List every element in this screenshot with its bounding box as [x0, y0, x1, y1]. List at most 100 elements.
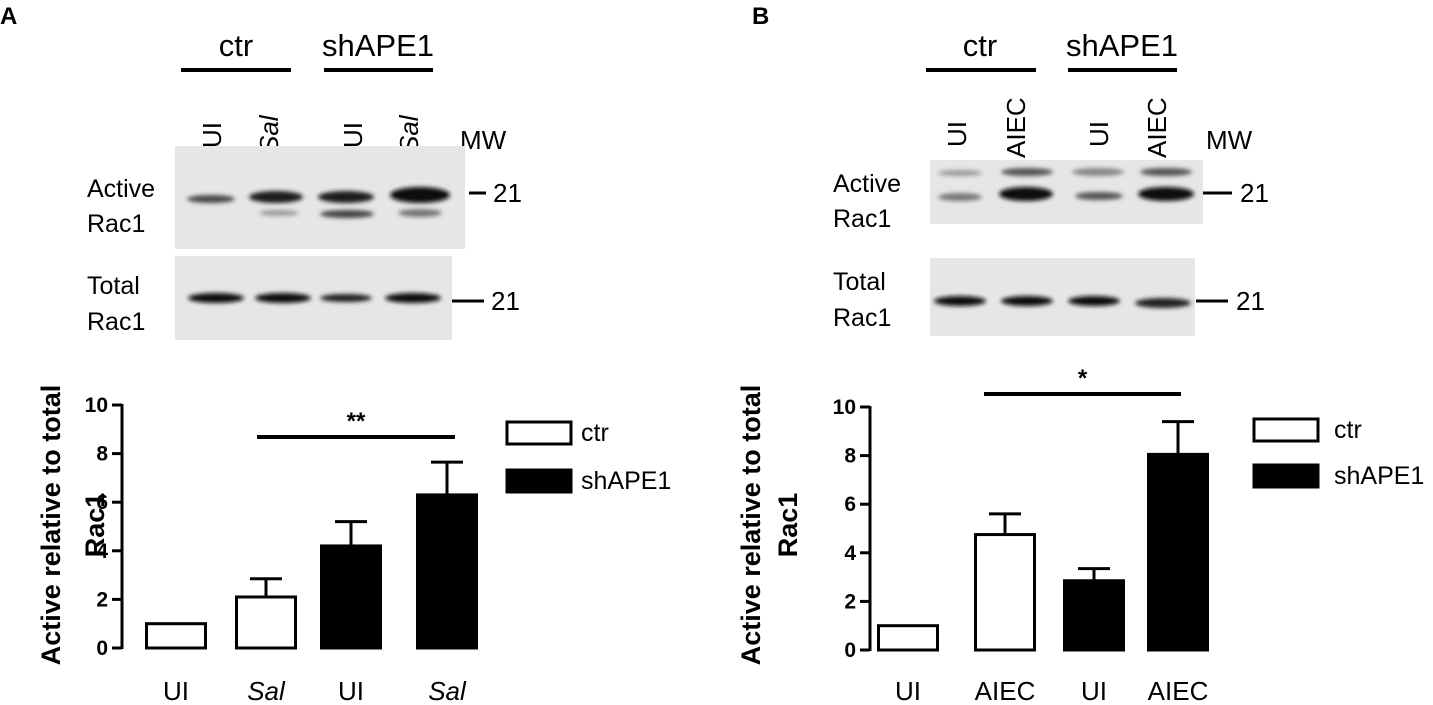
chart-a-y-label-2: Rac1 — [80, 493, 110, 558]
chart-b-x-label-2: AIEC — [975, 676, 1036, 705]
chart-b-y-label-1: Active relative to total — [736, 385, 766, 666]
panel-b-active-band-8 — [1138, 187, 1194, 201]
chart-b-legend-swatch-2 — [1252, 463, 1320, 489]
panel-a-letter: A — [0, 3, 17, 30]
chart-b-bar-1 — [877, 624, 939, 652]
panel-b-group-ctr: ctr — [963, 28, 997, 63]
panel-b-active-band-4 — [1140, 168, 1192, 176]
panel-a-lane-1: UI — [197, 122, 227, 148]
chart-a-legend-swatch-1 — [505, 420, 573, 446]
panel-b-letter: B — [752, 3, 769, 30]
panel-a-active-band-4 — [390, 187, 450, 203]
panel-a-total-label-1: Total — [87, 272, 140, 300]
panel-a-total-band-4 — [385, 293, 441, 303]
chart-a-bar-4 — [416, 493, 478, 650]
chart-a-legend-swatch-2 — [505, 468, 573, 494]
panel-a-mw-header: MW — [460, 125, 507, 155]
panel-a: A ctr shAPE1 UI Sal UI Sal MW Active Rac… — [0, 3, 522, 340]
panel-b-total-bands — [934, 296, 1191, 308]
chart-b-bar-4 — [1147, 452, 1209, 652]
panel-b-lane-2: AIEC — [1001, 97, 1031, 158]
panel-b-total-label-2: Rac1 — [833, 304, 891, 332]
chart-a-y-tick-label-0: 0 — [96, 637, 108, 660]
chart-b-legend-label-2: shAPE1 — [1334, 462, 1424, 490]
chart-b-y-tick-label-2: 4 — [844, 542, 856, 565]
chart-b-legend-label-1: ctr — [1334, 416, 1362, 444]
chart-b-legend-swatch-1 — [1252, 417, 1320, 443]
chart-b-bar-2 — [974, 533, 1036, 652]
panel-a-total-band-3 — [320, 294, 372, 302]
chart-a: 0 2 4 6 8 10 Active relative to total Rac1 UI Sal… — [36, 385, 671, 705]
chart-b-y-tick-label-3: 6 — [844, 493, 856, 516]
chart-a-y-tick-label-5: 10 — [85, 394, 108, 417]
chart-a-significance-label: ** — [347, 408, 366, 435]
panel-a-active-band-2 — [249, 191, 303, 203]
chart-b-bar-3 — [1063, 579, 1125, 652]
panel-a-mw-active: 21 — [493, 178, 522, 208]
panel-a-total-label-2: Rac1 — [87, 308, 145, 336]
panel-b-active-label-1: Active — [833, 170, 901, 198]
panel-b-group-shape1: shAPE1 — [1066, 28, 1178, 63]
panel-a-active-band-1 — [187, 195, 235, 203]
panel-a-active-label-1: Active — [87, 175, 155, 203]
panel-b: B ctr shAPE1 UI AIEC UI AIEC MW Active R… — [752, 3, 1269, 336]
panel-a-active-band-6 — [320, 210, 374, 218]
chart-a-bar-2 — [235, 595, 297, 650]
chart-b-y-label-2: Rac1 — [773, 493, 803, 558]
chart-b-y-tick-label-1: 2 — [844, 590, 856, 613]
panel-b-active-band-5 — [938, 193, 982, 201]
panel-b-active-band-2 — [1001, 168, 1053, 176]
chart-b-significance-label: * — [1078, 365, 1088, 392]
panel-b-active-bands — [938, 168, 1194, 201]
chart-a-legend-label-2: shAPE1 — [581, 467, 671, 495]
panel-b-mw-total: 21 — [1236, 286, 1265, 316]
chart-a-x-label-3: UI — [338, 676, 364, 705]
chart-a-x-label-2: Sal — [247, 676, 286, 705]
panel-a-active-bands — [187, 187, 450, 218]
chart-a-y-label-1: Active relative to total — [36, 385, 66, 666]
panel-b-total-band-4 — [1135, 298, 1191, 308]
panel-b-total-band-3 — [1068, 296, 1120, 306]
chart-a-x-label-4: Sal — [428, 676, 467, 705]
panel-a-total-band-1 — [188, 293, 244, 303]
panel-b-total-band-2 — [1001, 296, 1053, 306]
panel-b-lane-4: AIEC — [1142, 97, 1172, 158]
panel-b-active-band-7 — [1075, 192, 1123, 200]
chart-b-y-tick-label-0: 0 — [844, 639, 856, 662]
chart-b-y-tick-label-5: 10 — [833, 396, 856, 419]
chart-a-y-tick-label-1: 2 — [96, 588, 108, 611]
panel-b-active-band-1 — [938, 170, 982, 176]
panel-b-total-band-1 — [934, 296, 986, 306]
panel-a-active-band-7 — [398, 209, 442, 217]
chart-a-y-tick-label-2: 4 — [96, 540, 108, 563]
panel-a-active-band-3 — [318, 191, 374, 203]
chart-b: 0 2 4 6 8 10 Active relative to total Rac1 UI AIE… — [736, 365, 1424, 705]
chart-a-bar-1 — [145, 622, 207, 650]
chart-b-x-label-4: AIEC — [1148, 676, 1209, 705]
chart-b-x-label-3: UI — [1081, 676, 1107, 705]
chart-a-x-label-1: UI — [163, 676, 189, 705]
panel-b-lane-1: UI — [942, 121, 972, 147]
panel-b-total-label-1: Total — [833, 268, 886, 296]
chart-a-bar-3 — [320, 544, 382, 650]
chart-a-y-tick-label-3: 6 — [96, 491, 108, 514]
panel-b-active-label-2: Rac1 — [833, 205, 891, 233]
chart-b-y-tick-label-4: 8 — [844, 445, 856, 468]
panel-a-mw-total: 21 — [491, 286, 520, 316]
chart-a-y-tick-label-4: 8 — [96, 443, 108, 466]
panel-a-lane-3: UI — [338, 122, 368, 148]
panel-b-mw-active: 21 — [1240, 178, 1269, 208]
panel-a-total-band-2 — [255, 293, 311, 303]
panel-a-active-band-5 — [259, 210, 299, 216]
chart-b-x-label-1: UI — [895, 676, 921, 705]
panel-a-active-label-2: Rac1 — [87, 210, 145, 238]
panel-b-lane-3: UI — [1084, 121, 1114, 147]
panel-a-total-bands — [188, 293, 441, 303]
panel-b-active-band-6 — [999, 187, 1053, 201]
chart-a-legend-label-1: ctr — [581, 419, 609, 447]
panel-b-active-band-3 — [1072, 168, 1124, 176]
panel-a-group-ctr: ctr — [219, 28, 253, 63]
panel-a-group-shape1: shAPE1 — [322, 28, 434, 63]
panel-b-mw-header: MW — [1206, 125, 1253, 155]
